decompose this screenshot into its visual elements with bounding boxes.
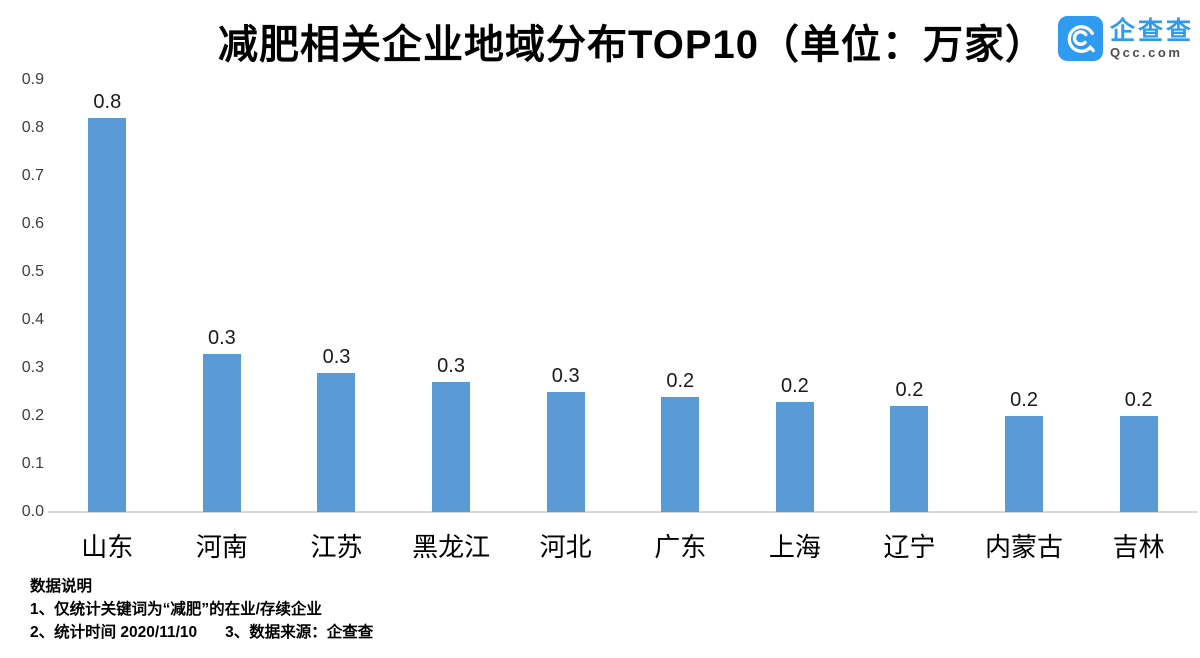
bar-slot: 0.2 [1081,80,1196,512]
bar-value-label: 0.3 [437,355,465,377]
y-tick-label: 0.3 [21,359,44,376]
x-axis-label: 辽宁 [883,532,936,562]
y-tick-label: 0.0 [21,503,44,520]
bar-value-label: 0.3 [207,327,236,349]
notes-line1: 1、仅统计关键词为“减肥”的在业/存续企业 [30,601,322,618]
bar-value-label: 0.2 [780,375,809,397]
bar-吉林 [1119,416,1158,512]
qcc-logo-name: 企查查 [1109,16,1194,45]
bar-slot: 0.8 [50,80,165,512]
bar-slot: 0.3 [279,80,394,512]
x-axis-label: 黑龙江 [412,532,491,562]
x-axis-label: 上海 [768,532,821,562]
qcc-logo-domain: Qcc.com [1109,44,1183,60]
bar-黑龙江 [432,382,471,512]
bar-slot: 0.2 [623,80,738,512]
bar-上海 [775,402,814,512]
x-axis-label: 内蒙古 [985,532,1064,562]
bar-辽宁 [890,406,929,512]
bar-slot: 0.2 [852,80,967,512]
bar-value-label: 0.2 [895,379,924,401]
bar-value-label: 0.2 [666,370,695,392]
y-tick-label: 0.5 [21,263,44,280]
bar-slot: 0.2 [738,80,853,512]
notes-heading: 数据说明 [30,578,93,595]
bar-slot: 0.3 [165,80,280,512]
bar-slot: 0.3 [394,80,509,512]
y-axis: 0.0 0.1 0.2 0.3 0.4 0.5 0.6 0.7 0.8 0.9 [0,71,44,520]
y-tick-label: 0.1 [21,455,44,472]
bar-内蒙古 [1005,416,1044,512]
bar-slot: 0.2 [967,80,1082,512]
bar-value-label: 0.2 [1124,389,1153,411]
notes-line2: 2、统计时间 2020/11/10 3、数据来源：企查查 [30,621,373,644]
notes-line2b: 3、数据来源：企查查 [225,624,374,641]
qcc-logo: 企查查 Qcc.com [1057,16,1194,61]
plot-area: 0.8 0.3 0.3 0.3 0.3 0.2 0.2 0.2 0.2 0.2 [50,80,1196,512]
bar-value-label: 0.3 [551,365,580,387]
y-tick-label: 0.8 [21,119,44,136]
notes: 数据说明 1、仅统计关键词为“减肥”的在业/存续企业 2、统计时间 2020/1… [30,575,373,644]
bar-slot: 0.3 [508,80,623,512]
chart-title: 减肥相关企业地域分布TOP10（单位：万家） [218,23,1046,67]
x-axis-line [48,511,1198,513]
notes-line2a: 2、统计时间 2020/11/10 [30,624,198,641]
bar-value-label: 0.3 [322,346,351,368]
bar-value-label: 0.2 [1010,389,1038,411]
x-axis-label: 河北 [539,532,592,562]
x-axis-label: 广东 [654,532,707,562]
qcc-logo-icon [1057,16,1103,61]
bar-山东 [88,118,127,512]
y-tick-label: 0.6 [21,215,44,232]
bar-河北 [546,392,585,512]
y-tick-label: 0.2 [21,407,44,424]
bar-value-label: 0.8 [93,91,122,113]
qcc-logo-text: 企查查 Qcc.com [1109,16,1194,60]
x-axis-label: 吉林 [1112,532,1165,562]
x-axis-label: 河南 [195,532,248,562]
bar-广东 [661,397,700,512]
y-tick-label: 0.4 [21,311,44,328]
x-axis-label: 山东 [81,532,134,562]
bar-江苏 [317,373,356,512]
y-tick-label: 0.7 [21,167,44,184]
bar-河南 [202,354,241,512]
x-axis-label: 江苏 [310,532,363,562]
x-axis-labels: 山东 河南 江苏 黑龙江 河北 广东 上海 辽宁 内蒙古 吉林 [50,527,1196,564]
y-tick-label: 0.9 [21,71,44,88]
